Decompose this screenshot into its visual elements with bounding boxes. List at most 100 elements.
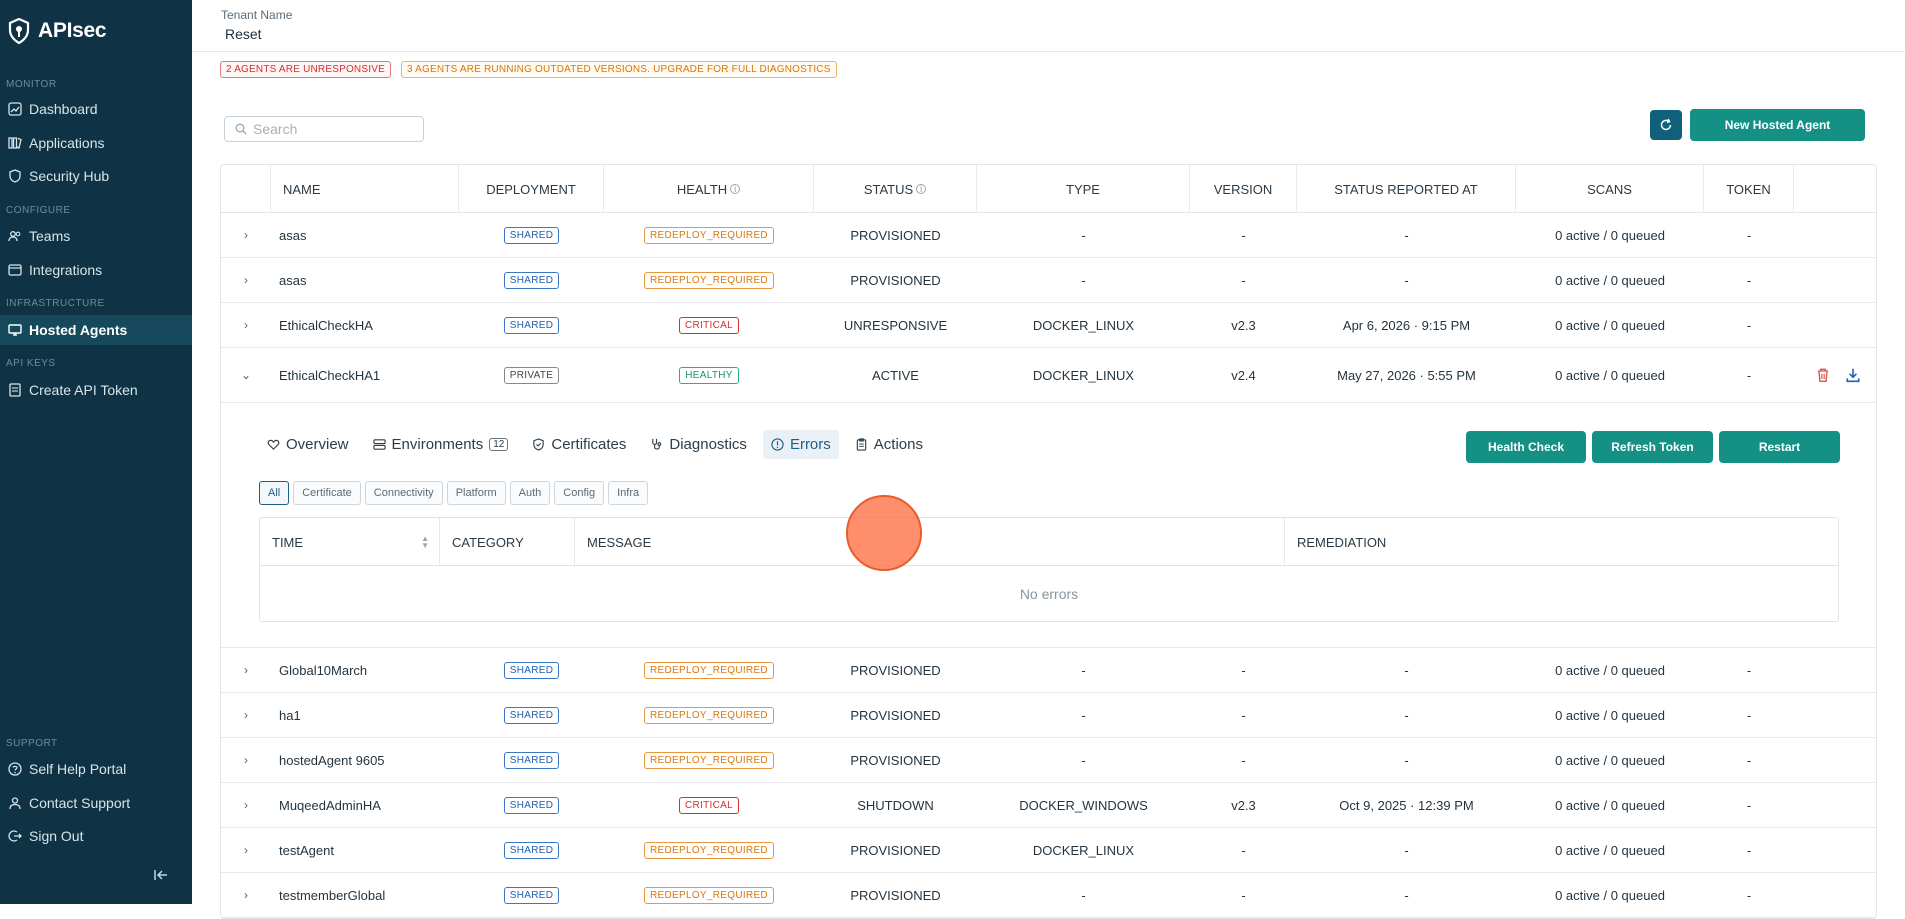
chevron-right-icon[interactable]: › bbox=[244, 888, 248, 902]
header-time[interactable]: TIME ▲ ▼ bbox=[260, 518, 440, 566]
header-scans[interactable]: SCANS bbox=[1516, 165, 1704, 213]
search-box[interactable] bbox=[224, 116, 424, 142]
refresh-token-button[interactable]: Refresh Token bbox=[1592, 431, 1713, 463]
reported-text: - bbox=[1404, 752, 1409, 768]
delete-button[interactable] bbox=[1811, 348, 1835, 402]
header-message[interactable]: MESSAGE bbox=[575, 518, 1285, 566]
cell-type: DOCKER_LINUX bbox=[977, 303, 1190, 347]
table-row[interactable]: › hostedAgent 9605 SHARED REDEPLOY_REQUIRED… bbox=[221, 738, 1876, 783]
tab-certificates[interactable]: Certificates bbox=[524, 430, 634, 459]
chevron-right-icon[interactable]: › bbox=[244, 708, 248, 722]
brand[interactable]: APIsec bbox=[8, 18, 107, 44]
tab-environments[interactable]: Environments 12 bbox=[365, 430, 517, 459]
filter-chip-certificate[interactable]: Certificate bbox=[293, 481, 361, 505]
cell-type: DOCKER_LINUX bbox=[977, 828, 1190, 872]
header-status-reported-at[interactable]: STATUS REPORTED AT bbox=[1297, 165, 1516, 213]
filter-chip-config[interactable]: Config bbox=[554, 481, 605, 505]
filter-chip-infra[interactable]: Infra bbox=[608, 481, 649, 505]
cell-reported: - bbox=[1297, 828, 1516, 872]
header-name[interactable]: NAME bbox=[271, 165, 459, 213]
header-category[interactable]: CATEGORY bbox=[440, 518, 575, 566]
table-row[interactable]: › testmemberGlobal SHARED REDEPLOY_REQUIRED… bbox=[221, 873, 1876, 918]
sidebar-item-create-api-token[interactable]: Create API Token bbox=[0, 375, 192, 405]
chevron-right-icon[interactable]: › bbox=[244, 843, 248, 857]
restart-button[interactable]: Restart bbox=[1719, 431, 1840, 463]
collapse-sidebar-icon[interactable] bbox=[152, 866, 170, 884]
table-row[interactable]: › asas SHARED REDEPLOY_REQUIRED PROVISIONED -… bbox=[221, 213, 1876, 258]
filter-chip-all[interactable]: All bbox=[259, 481, 290, 505]
chevron-right-icon[interactable]: › bbox=[244, 753, 248, 767]
help-icon bbox=[8, 762, 22, 776]
tab-diagnostics[interactable]: Diagnostics bbox=[642, 430, 755, 459]
sidebar-item-label: Integrations bbox=[29, 262, 103, 278]
header-status[interactable]: STATUS i bbox=[814, 165, 977, 213]
search-input[interactable] bbox=[253, 121, 413, 137]
tab-actions[interactable]: Actions bbox=[847, 430, 931, 459]
table-row[interactable]: › testAgent SHARED REDEPLOY_REQUIRED PROVISI… bbox=[221, 828, 1876, 873]
table-row[interactable]: › asas SHARED REDEPLOY_REQUIRED PROVISIONED -… bbox=[221, 258, 1876, 303]
sidebar-item-security-hub[interactable]: Security Hub bbox=[0, 161, 192, 191]
name-text: EthicalCheckHA bbox=[279, 317, 373, 333]
filter-chip-connectivity[interactable]: Connectivity bbox=[364, 481, 443, 505]
dashboard-icon bbox=[8, 102, 22, 116]
info-icon[interactable]: i bbox=[730, 184, 741, 194]
sidebar-item-self-help[interactable]: Self Help Portal bbox=[0, 754, 192, 784]
sort-icon[interactable]: ▲ ▼ bbox=[421, 534, 429, 550]
header-deployment[interactable]: DEPLOYMENT bbox=[459, 165, 604, 213]
chevron-right-icon[interactable]: › bbox=[244, 663, 248, 677]
users-icon bbox=[8, 231, 21, 242]
table-row[interactable]: › MuqeedAdminHA SHARED CRITICAL SHUTDOWN DOCK… bbox=[221, 783, 1876, 828]
sidebar-item-integrations[interactable]: Integrations bbox=[0, 255, 192, 285]
chevron-right-icon[interactable]: › bbox=[244, 798, 248, 812]
cell-type: DOCKER_WINDOWS bbox=[977, 783, 1190, 827]
chevron-down-icon[interactable]: ⌄ bbox=[240, 368, 252, 382]
sidebar-item-label: Hosted Agents bbox=[29, 322, 128, 338]
table-row[interactable]: ⌄ EthicalCheckHA1 PRIVATE HEALTHY ACTIVE DOCK… bbox=[221, 348, 1876, 403]
cell-name: hostedAgent 9605 bbox=[279, 738, 459, 782]
apisec-logo-icon bbox=[8, 18, 30, 44]
info-icon[interactable]: i bbox=[916, 184, 927, 194]
chevron-right-icon[interactable]: › bbox=[244, 318, 248, 332]
new-hosted-agent-button[interactable]: New Hosted Agent bbox=[1690, 109, 1865, 141]
sidebar-item-teams[interactable]: Teams bbox=[0, 221, 192, 251]
cell-scans: 0 active / 0 queued bbox=[1516, 828, 1704, 872]
brand-name: APIsec bbox=[38, 19, 107, 42]
table-row[interactable]: › EthicalCheckHA SHARED CRITICAL UNRESPONSIV… bbox=[221, 303, 1876, 348]
sidebar-item-dashboard[interactable]: Dashboard bbox=[0, 94, 192, 124]
name-text: testAgent bbox=[279, 842, 334, 858]
chevron-right-icon[interactable]: › bbox=[244, 273, 248, 287]
table-row[interactable]: › ha1 SHARED REDEPLOY_REQUIRED PROVISIONED - -… bbox=[221, 693, 1876, 738]
header-remediation[interactable]: REMEDIATION bbox=[1297, 534, 1387, 550]
applications-icon bbox=[8, 137, 22, 149]
filter-chip-platform[interactable]: Platform bbox=[446, 481, 506, 505]
header-expand bbox=[221, 165, 271, 213]
cell-token: - bbox=[1704, 258, 1794, 302]
header-type[interactable]: TYPE bbox=[977, 165, 1190, 213]
header-token[interactable]: TOKEN bbox=[1704, 165, 1794, 213]
deployment-badge: SHARED bbox=[503, 796, 560, 814]
filter-chip-auth[interactable]: Auth bbox=[509, 481, 551, 505]
type-text: - bbox=[1081, 887, 1086, 903]
header-health[interactable]: HEALTH i bbox=[604, 165, 814, 213]
health-check-button[interactable]: Health Check bbox=[1466, 431, 1586, 463]
empty-state: No errors bbox=[1019, 585, 1079, 602]
sidebar-item-applications[interactable]: Applications bbox=[0, 128, 192, 158]
tab-errors[interactable]: Errors bbox=[762, 430, 839, 459]
sidebar-item-sign-out[interactable]: Sign Out bbox=[0, 821, 192, 851]
chevron-right-icon[interactable]: › bbox=[244, 228, 248, 242]
header-version[interactable]: VERSION bbox=[1190, 165, 1297, 213]
name-text: hostedAgent 9605 bbox=[279, 752, 385, 768]
tab-overview[interactable]: Overview bbox=[259, 430, 357, 459]
table-row[interactable]: › Global10March SHARED REDEPLOY_REQUIRED PRO… bbox=[221, 648, 1876, 693]
sidebar-item-contact-support[interactable]: Contact Support bbox=[0, 788, 192, 818]
download-button[interactable] bbox=[1841, 348, 1865, 402]
cell-deployment: SHARED bbox=[459, 873, 604, 917]
sidebar-item-label: Applications bbox=[29, 135, 105, 151]
cell-scans: 0 active / 0 queued bbox=[1516, 213, 1704, 257]
tenant-selector[interactable]: Reset bbox=[225, 26, 262, 42]
token-text: - bbox=[1746, 662, 1752, 678]
sidebar-item-hosted-agents[interactable]: Hosted Agents bbox=[0, 315, 192, 345]
refresh-button[interactable] bbox=[1650, 110, 1682, 140]
cell-reported: - bbox=[1297, 648, 1516, 692]
cell-status: SHUTDOWN bbox=[814, 783, 977, 827]
